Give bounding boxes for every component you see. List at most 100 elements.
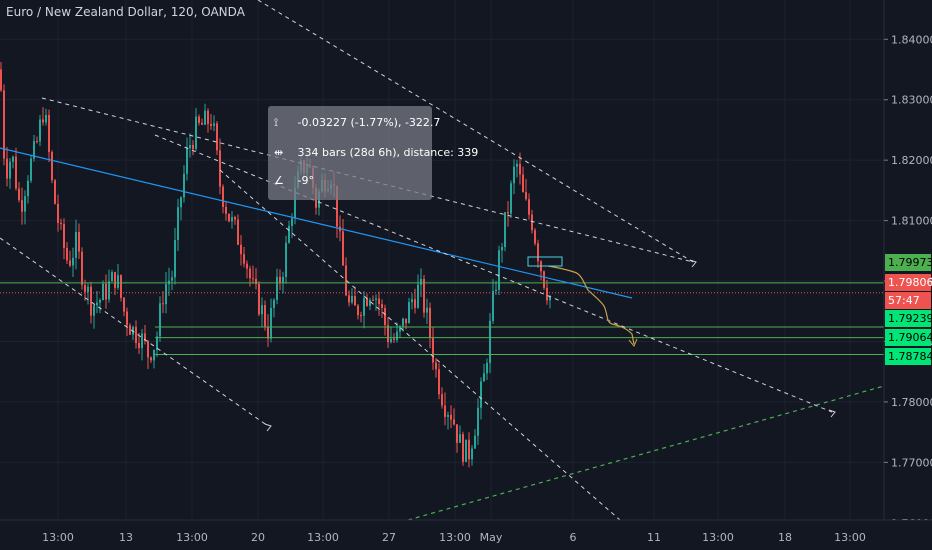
candle [189, 133, 191, 158]
candle [504, 212, 506, 252]
candle-body [369, 299, 371, 306]
price-label-upper: 1.79973 [885, 254, 932, 271]
candle-body [489, 320, 491, 363]
candle-body [156, 336, 158, 350]
candle [201, 118, 203, 125]
candle-body [144, 333, 146, 341]
candle-body [528, 199, 530, 215]
candle [147, 339, 149, 370]
candle [180, 196, 182, 221]
candle [522, 166, 524, 193]
candle [273, 298, 275, 318]
candle [162, 291, 164, 314]
candle [108, 269, 110, 303]
price-label-level-1-bg [885, 310, 931, 327]
candle-body [252, 278, 254, 280]
candle-body [174, 239, 176, 278]
time-tick-label: 11 [647, 531, 661, 544]
candle-body [435, 362, 437, 370]
candle-body [480, 381, 482, 408]
candle-body [183, 173, 185, 198]
candle [51, 150, 53, 184]
candle-body [474, 435, 476, 449]
candle [141, 328, 143, 361]
price-label-level-3: 1.78784 [885, 348, 932, 365]
candle-body [345, 265, 347, 296]
candle-body [516, 163, 518, 167]
candle-body [6, 158, 8, 179]
candle [390, 327, 392, 344]
candle [432, 327, 434, 371]
candle-body [438, 369, 440, 395]
candle [75, 219, 77, 270]
candle-body [105, 283, 107, 300]
candle [450, 405, 452, 428]
candle [42, 107, 44, 126]
candle [474, 429, 476, 449]
candle-body [72, 257, 74, 266]
candle-body [504, 212, 506, 248]
candle [129, 323, 131, 335]
candle [429, 302, 431, 349]
candle-body [441, 394, 443, 406]
candle-body [228, 213, 230, 222]
price-tick-label: 1.83000 [891, 94, 932, 107]
candle [501, 242, 503, 263]
candle-body [444, 405, 446, 417]
candle [87, 283, 89, 305]
candle-body [9, 161, 11, 179]
candle-body [519, 163, 521, 175]
candle [267, 314, 269, 347]
bar-range-icon: ⇹ [274, 146, 284, 159]
candle [192, 140, 194, 156]
candle [507, 201, 509, 227]
candle-body [456, 424, 458, 443]
candle-body [240, 244, 242, 255]
candle-body [366, 298, 368, 306]
measure-angle: -9° [297, 174, 314, 187]
candle-body [525, 192, 527, 200]
price-label-level-2-text: 1.79064 [888, 331, 932, 344]
candle [96, 291, 98, 314]
candle [528, 193, 530, 220]
candle [225, 201, 227, 221]
time-tick-label: 18 [778, 531, 792, 544]
highlight-box [527, 256, 563, 267]
candle-body [453, 419, 455, 425]
candle [99, 298, 101, 314]
candle-body [546, 287, 548, 301]
candle-body [201, 122, 203, 125]
candle [102, 280, 104, 301]
candle-body [399, 326, 401, 332]
price-label-countdown-bg [885, 292, 931, 309]
candle-body [294, 188, 296, 219]
symbol-title: Euro / New Zealand Dollar, 120, OANDA [6, 5, 245, 19]
candle-body [543, 271, 545, 288]
candle-body [165, 284, 167, 305]
candle [447, 411, 449, 430]
measure-tooltip: ⟟ -0.03227 (-1.77%), -322.7 ⇹ 334 bars (… [268, 106, 478, 200]
candle-body [459, 434, 461, 443]
candle [543, 270, 545, 290]
candle-body [390, 338, 392, 343]
candle-body [237, 219, 239, 245]
candle [462, 431, 464, 466]
candle [138, 332, 140, 355]
candle [255, 268, 257, 290]
candle-body [471, 448, 473, 460]
candle [444, 392, 446, 426]
candle-body [126, 311, 128, 326]
candle-body [129, 325, 131, 335]
candle-body [363, 298, 365, 316]
candle-body [279, 276, 281, 283]
candle-body [219, 150, 221, 187]
candle [150, 356, 152, 363]
candle [378, 291, 380, 316]
candle [384, 304, 386, 336]
candle [231, 210, 233, 229]
candle [3, 84, 5, 166]
time-tick-label: 13:00 [307, 531, 339, 544]
price-tick-label: 1.81000 [891, 215, 932, 228]
candle [537, 239, 539, 268]
